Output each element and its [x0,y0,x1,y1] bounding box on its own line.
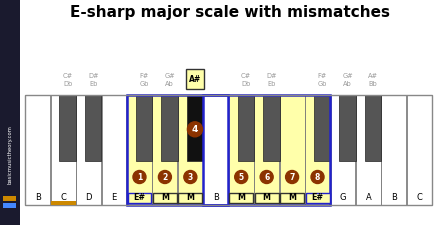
Circle shape [187,122,202,137]
Text: 1: 1 [137,173,142,182]
Bar [51,95,76,205]
Bar [128,193,151,203]
Text: M: M [288,194,296,202]
Text: Db: Db [241,81,250,87]
Text: A#: A# [189,74,201,83]
Text: F#: F# [139,73,149,79]
Bar [3,196,16,201]
Text: 3: 3 [188,173,193,182]
Bar [229,193,253,203]
Text: B: B [35,194,40,202]
Text: M: M [161,194,169,202]
Bar [314,95,330,161]
Bar [330,95,356,205]
Bar [263,95,279,161]
Text: Gb: Gb [317,81,327,87]
Bar [0,0,20,225]
Bar [407,95,432,205]
Bar [186,69,204,89]
Text: E#: E# [312,194,323,202]
Circle shape [311,171,324,184]
Text: A: A [366,194,371,202]
Text: E-sharp major scale with mismatches: E-sharp major scale with mismatches [70,5,390,20]
Text: basicmusictheory.com: basicmusictheory.com [7,126,12,184]
Text: Eb: Eb [267,81,275,87]
Text: M: M [237,194,245,202]
Text: Db: Db [63,81,72,87]
Bar [102,95,126,205]
Circle shape [133,171,146,184]
Bar [153,95,177,205]
Text: B: B [213,194,219,202]
Circle shape [286,171,299,184]
Bar [85,95,102,161]
Text: B: B [391,194,397,202]
Circle shape [158,171,172,184]
Text: G: G [340,194,346,202]
Text: Gb: Gb [139,81,149,87]
Bar [127,95,152,205]
Text: C#: C# [62,73,73,79]
Text: 7: 7 [290,173,295,182]
Circle shape [235,171,248,184]
Bar [305,95,330,205]
Text: E#: E# [133,194,146,202]
Bar [365,95,381,161]
Bar [51,201,76,205]
Bar [25,95,432,205]
Text: E: E [111,194,117,202]
Bar [229,95,253,205]
Bar [381,95,406,205]
Text: Ab: Ab [343,81,352,87]
Text: D#: D# [266,73,276,79]
Bar [339,95,356,161]
Text: A#: A# [368,73,378,79]
Text: G#: G# [342,73,353,79]
Text: C: C [60,194,66,202]
Text: M: M [263,194,271,202]
Bar [238,95,254,161]
Text: D#: D# [88,73,99,79]
Bar [280,193,304,203]
Bar [153,193,177,203]
Bar [178,95,203,205]
Text: M: M [187,194,194,202]
Text: 6: 6 [264,173,269,182]
Circle shape [260,171,273,184]
Text: C: C [416,194,422,202]
Text: 4: 4 [192,125,198,134]
Bar [127,95,228,205]
Text: 8: 8 [315,173,320,182]
Text: 2: 2 [162,173,168,182]
Text: F#: F# [318,73,327,79]
Bar [305,193,330,203]
Bar [136,95,152,161]
Text: C#: C# [241,73,251,79]
Bar [3,203,16,208]
Bar [178,193,202,203]
Text: Bb: Bb [369,81,378,87]
Bar [25,95,50,205]
Circle shape [184,171,197,184]
Text: D: D [85,194,92,202]
Bar [187,95,203,161]
Bar [59,95,76,161]
Bar [254,95,279,205]
Text: 5: 5 [238,173,244,182]
Bar [280,95,304,205]
Text: Ab: Ab [165,81,174,87]
Text: Eb: Eb [89,81,97,87]
Bar [76,95,101,205]
Bar [356,95,381,205]
Text: G#: G# [164,73,175,79]
Bar [203,95,330,205]
Bar [203,95,228,205]
Bar [255,193,279,203]
Bar [161,95,178,161]
